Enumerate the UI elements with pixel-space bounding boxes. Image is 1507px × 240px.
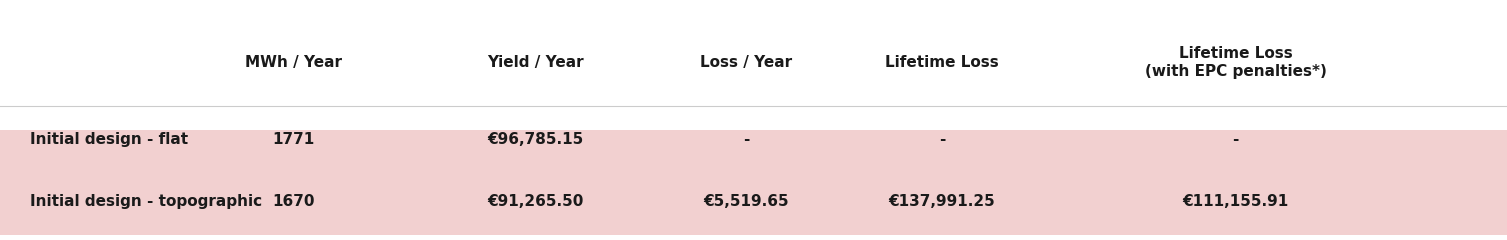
Text: -: -	[1233, 132, 1239, 147]
Text: Yield / Year: Yield / Year	[487, 55, 583, 70]
Text: €96,785.15: €96,785.15	[487, 132, 583, 147]
Text: -: -	[939, 132, 945, 147]
Text: Lifetime Loss: Lifetime Loss	[885, 55, 999, 70]
Text: -: -	[743, 132, 749, 147]
Text: 1771: 1771	[273, 132, 315, 147]
Text: €91,265.50: €91,265.50	[487, 194, 583, 209]
Text: €5,519.65: €5,519.65	[704, 194, 788, 209]
FancyBboxPatch shape	[0, 130, 1507, 235]
Text: €111,155.91: €111,155.91	[1183, 194, 1288, 209]
Text: MWh / Year: MWh / Year	[246, 55, 342, 70]
Text: Initial design - topographic: Initial design - topographic	[30, 194, 262, 209]
Text: 1670: 1670	[273, 194, 315, 209]
Text: Lifetime Loss
(with EPC penalties*): Lifetime Loss (with EPC penalties*)	[1145, 46, 1326, 79]
Text: Loss / Year: Loss / Year	[699, 55, 793, 70]
Text: €137,991.25: €137,991.25	[889, 194, 995, 209]
Text: Initial design - flat: Initial design - flat	[30, 132, 188, 147]
